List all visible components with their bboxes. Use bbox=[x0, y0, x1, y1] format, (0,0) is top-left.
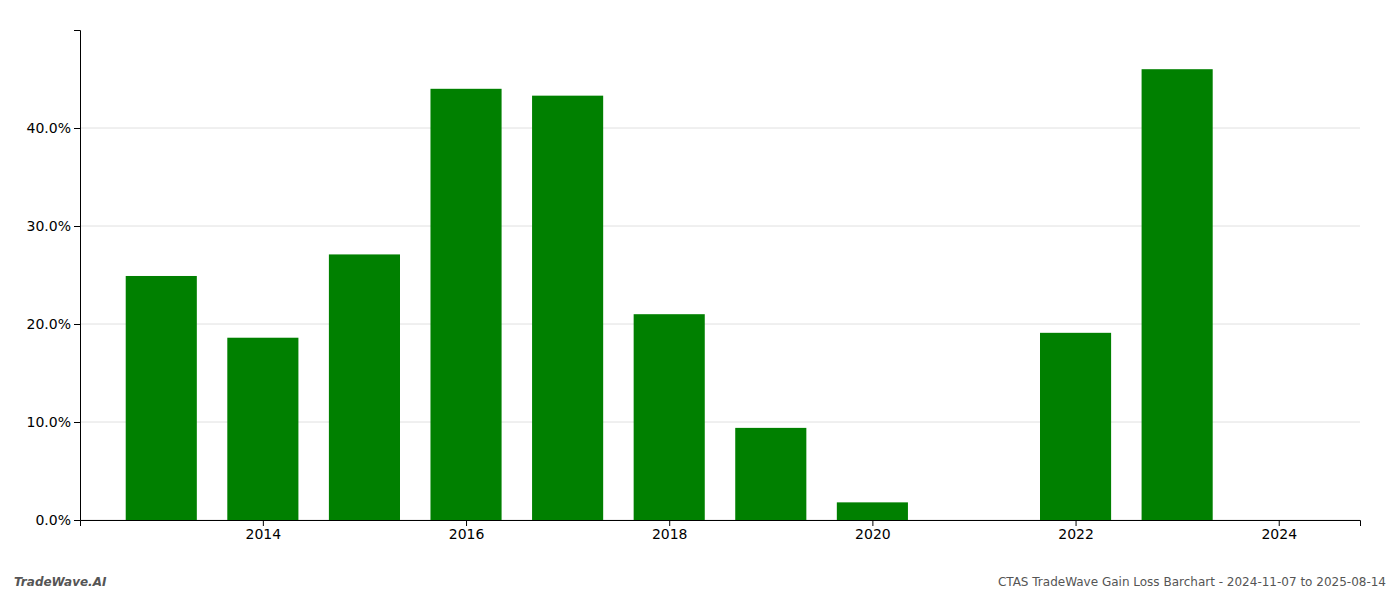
x-tick: 2024 bbox=[1261, 520, 1297, 542]
y-tick-mark bbox=[74, 226, 80, 227]
x-tick: 2018 bbox=[652, 520, 688, 542]
x-tick-label: 2024 bbox=[1261, 526, 1297, 542]
chart-svg: 2014 2016 2018 2020 2022 2024 0.0% 10.0% 20.0% 30… bbox=[0, 0, 1400, 600]
x-tick-label: 2014 bbox=[246, 526, 282, 542]
x-tick: 2014 bbox=[246, 520, 282, 542]
x-tick: 2022 bbox=[1058, 520, 1094, 542]
bar bbox=[1040, 333, 1111, 520]
x-tick-label: 2022 bbox=[1058, 526, 1094, 542]
y-tick-mark bbox=[74, 520, 80, 521]
y-tick-label: 20.0% bbox=[27, 316, 71, 332]
plot-area: 2014 2016 2018 2020 2022 2024 0.0% 10.0% 20.0% 30… bbox=[27, 31, 1361, 542]
x-tick-label: 2020 bbox=[855, 526, 891, 542]
x-axis: 2014 2016 2018 2020 2022 2024 bbox=[81, 520, 1361, 542]
y-tick-label: 30.0% bbox=[27, 218, 71, 234]
bar bbox=[227, 338, 298, 520]
x-tick-label: 2018 bbox=[652, 526, 688, 542]
bars bbox=[126, 69, 1213, 520]
y-tick-mark bbox=[74, 422, 80, 423]
y-tick-mark bbox=[74, 324, 80, 325]
bar bbox=[126, 276, 197, 520]
y-tick: 10.0% bbox=[27, 414, 80, 430]
bar bbox=[1142, 69, 1213, 520]
bar bbox=[634, 314, 705, 520]
bar bbox=[532, 96, 603, 520]
x-tick: 2016 bbox=[449, 520, 485, 542]
y-axis: 0.0% 10.0% 20.0% 30.0% 40.0% bbox=[27, 31, 81, 528]
y-tick-mark bbox=[74, 128, 80, 129]
footer: TradeWave.AI CTAS TradeWave Gain Loss Bar… bbox=[14, 575, 1386, 589]
x-tick-label: 2016 bbox=[449, 526, 485, 542]
y-tick-label: 40.0% bbox=[27, 120, 71, 136]
y-tick: 30.0% bbox=[27, 218, 80, 234]
bar bbox=[430, 89, 501, 520]
footer-left: TradeWave.AI bbox=[14, 575, 107, 589]
bar bbox=[329, 254, 400, 520]
y-tick: 20.0% bbox=[27, 316, 80, 332]
y-tick: 0.0% bbox=[35, 512, 80, 528]
y-tick: 40.0% bbox=[27, 120, 80, 136]
y-tick-label: 0.0% bbox=[35, 512, 71, 528]
y-axis-line bbox=[74, 31, 81, 521]
x-tick: 2020 bbox=[855, 520, 891, 542]
footer-right: CTAS TradeWave Gain Loss Barchart - 2024… bbox=[998, 575, 1386, 589]
bar bbox=[735, 428, 806, 520]
bar bbox=[837, 502, 908, 520]
chart-container: 2014 2016 2018 2020 2022 2024 0.0% 10.0% 20.0% 30… bbox=[0, 0, 1400, 600]
y-tick-label: 10.0% bbox=[27, 414, 71, 430]
